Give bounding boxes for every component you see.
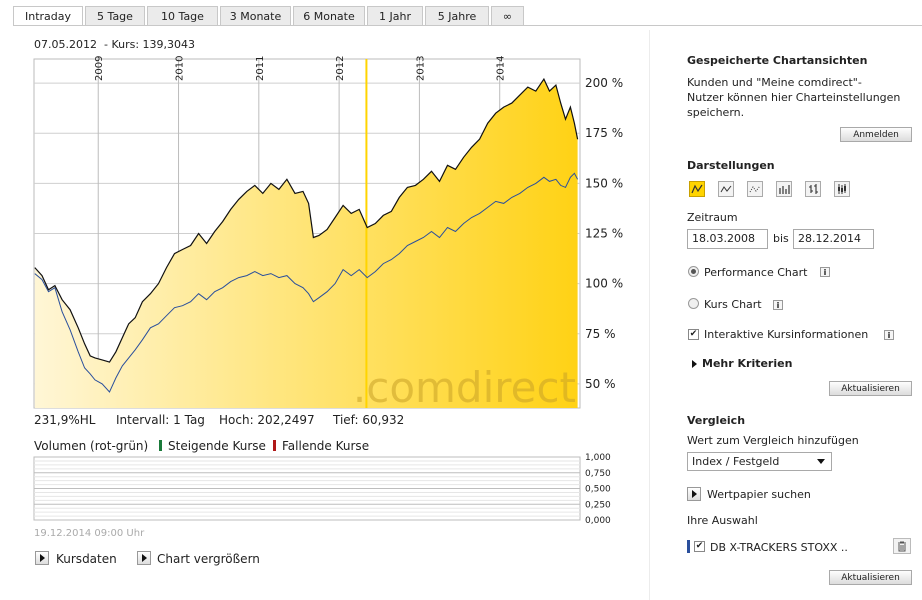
performance-info-icon[interactable]: i	[820, 267, 830, 277]
tab-max[interactable]: ∞	[491, 6, 524, 25]
tab-baseline	[13, 25, 922, 26]
anmelden-button[interactable]: Anmelden	[840, 127, 912, 142]
stat-hl: 231,9%HL	[34, 413, 96, 427]
mehr-kriterien-arrow-icon[interactable]	[692, 360, 697, 368]
bar-chart-type-icon[interactable]	[776, 181, 792, 197]
wertpapier-arrow-icon[interactable]	[687, 487, 701, 501]
y-tick-label: 200 %	[585, 76, 623, 90]
panel-divider	[649, 30, 650, 600]
legend-red-swatch	[273, 440, 276, 451]
vergleich-title: Vergleich	[687, 414, 746, 427]
aktualisieren-button[interactable]: Aktualisieren	[829, 381, 912, 396]
legend-green-swatch	[159, 440, 162, 451]
tab-10-tage[interactable]: 10 Tage	[147, 6, 218, 25]
interaktiv-label: Interaktive Kursinformationen	[704, 328, 869, 341]
ohlc-chart-type-icon[interactable]	[805, 181, 821, 197]
chart-vergroessern-link[interactable]: Chart vergrößern	[157, 552, 260, 566]
y-tick-label: 75 %	[585, 327, 616, 341]
price-area-fill	[34, 79, 578, 408]
x-tick-label: 2014	[496, 56, 507, 81]
db-item-checkbox[interactable]: ✔	[694, 541, 705, 552]
chart-kurs: - Kurs: 139,3043	[104, 38, 195, 51]
volume-tick-label: 0,250	[585, 500, 611, 510]
x-tick-label: 2010	[175, 56, 186, 81]
chart-date: 07.05.2012	[34, 38, 97, 51]
x-tick-label: 2012	[335, 56, 346, 81]
tab-3-monate[interactable]: 3 Monate	[220, 6, 291, 25]
saved-views-title: Gespeicherte Chartansichten	[687, 54, 868, 67]
stat-hoch: Hoch: 202,2497	[219, 413, 315, 427]
darstellungen-title: Darstellungen	[687, 159, 775, 172]
trash-icon[interactable]	[893, 538, 911, 554]
stat-intervall: Intervall: 1 Tag	[116, 413, 205, 427]
tab-intraday[interactable]: Intraday	[13, 6, 83, 26]
db-item-label: DB X-TRACKERS STOXX ..	[710, 541, 848, 554]
tab-5-tage[interactable]: 5 Tage	[85, 6, 145, 25]
wert-vergleich-label: Wert zum Vergleich hinzufügen	[687, 434, 859, 447]
zeitraum-label: Zeitraum	[687, 211, 738, 224]
saved-views-text-3: speichern.	[687, 106, 745, 119]
performance-chart-label: Performance Chart	[704, 266, 808, 279]
y-tick-label: 100 %	[585, 277, 623, 291]
ihre-auswahl-label: Ihre Auswahl	[687, 514, 758, 527]
index-festgeld-select[interactable]: Index / Festgeld	[687, 452, 832, 471]
x-tick-label: 2011	[255, 56, 266, 81]
volume-timestamp: 19.12.2014 09:00 Uhr	[34, 528, 145, 539]
dotted-line-chart-type-icon[interactable]	[747, 181, 763, 197]
volume-tick-label: 0,000	[585, 516, 611, 526]
candlestick-chart-type-icon[interactable]	[834, 181, 850, 197]
stat-tief: Tief: 60,932	[332, 413, 404, 427]
comdirect-watermark: .comdirect	[353, 363, 576, 412]
zeitraum-bis-input[interactable]: 28.12.2014	[793, 229, 874, 249]
tab-5-jahre[interactable]: 5 Jahre	[425, 6, 489, 25]
volume-tick-label: 0,500	[585, 485, 611, 495]
vergroessern-arrow-icon[interactable]	[137, 551, 151, 565]
kursdaten-arrow-icon[interactable]	[35, 551, 49, 565]
x-tick-label: 2013	[415, 56, 426, 81]
performance-chart-radio[interactable]	[688, 266, 699, 277]
kurs-chart-label: Kurs Chart	[704, 298, 762, 311]
y-tick-label: 50 %	[585, 377, 616, 391]
legend-steigend: Steigende Kurse	[168, 439, 266, 453]
wertpapier-suchen-link[interactable]: Wertpapier suchen	[707, 488, 811, 501]
saved-views-text-2: Nutzer können hier Charteinstellungen	[687, 91, 901, 104]
zeitraum-von-input[interactable]: 18.03.2008	[687, 229, 768, 249]
compare-color-swatch	[687, 540, 690, 553]
tab-1-jahr[interactable]: 1 Jahr	[367, 6, 423, 25]
aktualisieren-button-2[interactable]: Aktualisieren	[829, 570, 912, 585]
interaktiv-checkbox[interactable]: ✔	[688, 329, 699, 340]
legend-fallend: Fallende Kurse	[282, 439, 369, 453]
series-line-main	[34, 77, 579, 363]
series-line-compare	[34, 172, 579, 393]
mehr-kriterien-link[interactable]: Mehr Kriterien	[702, 357, 793, 370]
y-tick-label: 125 %	[585, 227, 623, 241]
interaktiv-info-icon[interactable]: i	[884, 330, 894, 340]
line-chart-type-icon[interactable]	[718, 181, 734, 197]
kursdaten-link[interactable]: Kursdaten	[56, 552, 117, 566]
volume-tick-label: 1,000	[585, 453, 611, 463]
bis-label: bis	[773, 232, 789, 245]
kurs-chart-radio[interactable]	[688, 298, 699, 309]
tab-6-monate[interactable]: 6 Monate	[293, 6, 365, 25]
x-tick-label: 2009	[94, 56, 105, 81]
y-tick-label: 150 %	[585, 176, 623, 190]
performance-chart[interactable]: 07.05.2012 - Kurs: 139,3043 200 % 175 % 15…	[0, 0, 650, 600]
saved-views-text-1: Kunden und "Meine comdirect"-	[687, 76, 862, 89]
volume-label: Volumen (rot-grün)	[34, 439, 148, 453]
mountain-chart-type-icon[interactable]	[689, 181, 705, 197]
kurs-info-icon[interactable]: i	[773, 300, 783, 310]
y-tick-label: 175 %	[585, 126, 623, 140]
volume-tick-label: 0,750	[585, 469, 611, 479]
